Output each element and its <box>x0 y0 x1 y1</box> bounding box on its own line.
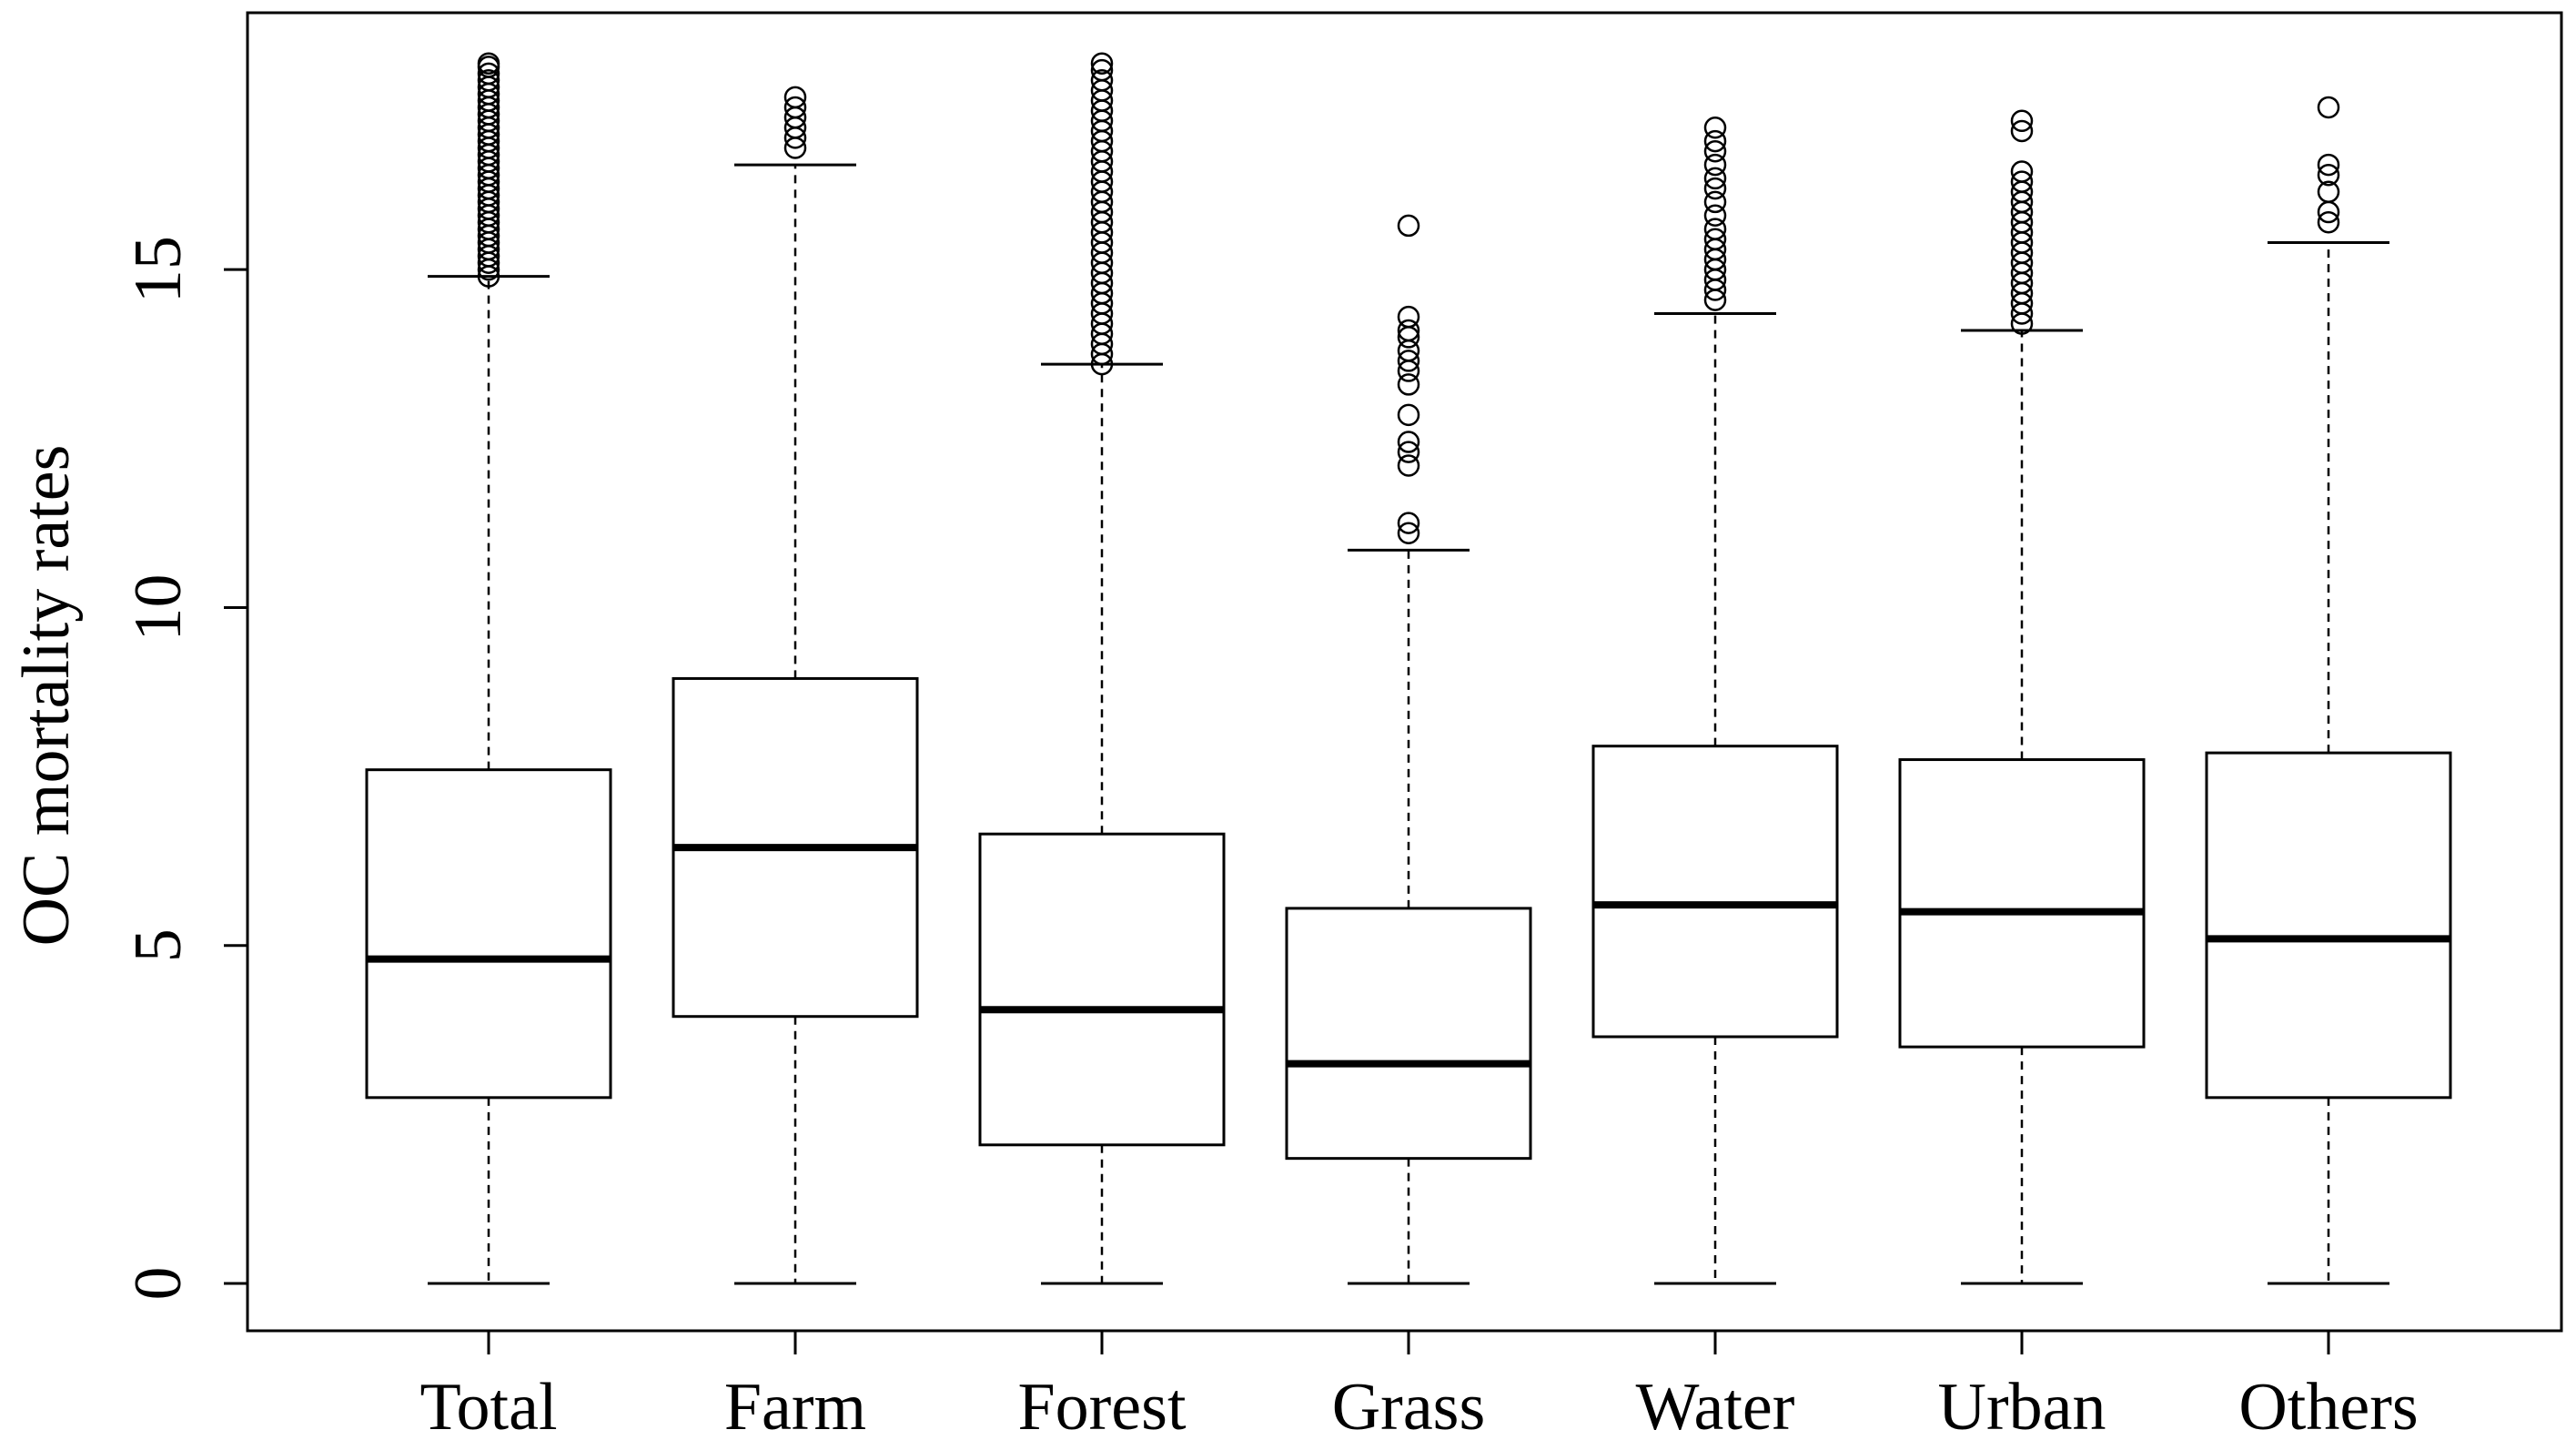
x-tick-label: Grass <box>1332 1370 1486 1440</box>
outlier-point <box>1703 116 1727 139</box>
outlier-point <box>1703 204 1727 228</box>
outlier-point <box>2317 153 2340 177</box>
box-others <box>2205 96 2452 1285</box>
y-tick-label: 5 <box>121 928 196 962</box>
outlier-point <box>2010 160 2034 183</box>
outlier-point <box>1397 305 1420 329</box>
outlier-point <box>1397 512 1420 534</box>
x-tick-label: Forest <box>1018 1370 1187 1440</box>
outlier-point <box>1397 319 1420 342</box>
outlier-point <box>1703 190 1727 214</box>
outlier-point <box>2317 180 2340 204</box>
y-tick-label: 0 <box>121 1267 196 1301</box>
x-tick-label: Total <box>420 1370 558 1440</box>
iqr-box <box>978 832 1226 1147</box>
outlier-point <box>477 69 500 92</box>
box-total <box>365 52 612 1285</box>
outlier-point <box>1703 153 1727 177</box>
x-tick-label: Urban <box>1938 1370 2106 1440</box>
box-urban <box>1898 109 2146 1285</box>
outlier-point <box>2010 119 2034 143</box>
outlier-point <box>1397 403 1420 427</box>
y-axis: 0 5 10 15 <box>121 236 249 1301</box>
y-axis-label: OC mortality rates <box>9 445 84 947</box>
outlier-point <box>1703 228 1727 251</box>
iqr-box <box>365 768 612 1100</box>
outlier-point <box>2317 96 2340 119</box>
outlier-point <box>1397 441 1420 463</box>
boxes <box>365 52 2452 1285</box>
outlier-point <box>1090 58 1114 82</box>
outlier-point <box>2317 210 2340 234</box>
outlier-point <box>1703 129 1727 153</box>
outlier-point <box>1397 350 1420 372</box>
x-axis: Total Farm Forest Grass Water Urban Others <box>420 1329 2419 1440</box>
outlier-point <box>2010 109 2034 133</box>
x-tick-label: Water <box>1636 1370 1795 1440</box>
outlier-point <box>1090 52 1114 75</box>
outlier-point <box>783 86 807 109</box>
box-water <box>1591 116 1839 1285</box>
outlier-point <box>1703 218 1727 240</box>
x-tick-label: Others <box>2238 1370 2418 1440</box>
outlier-point <box>1703 177 1727 200</box>
iqr-box <box>1591 745 1839 1039</box>
outlier-point <box>1397 522 1420 545</box>
outlier-point <box>477 52 500 75</box>
outlier-point <box>1397 373 1420 396</box>
outlier-point <box>1090 69 1114 92</box>
box-grass <box>1285 214 1532 1285</box>
box-forest <box>978 52 1226 1285</box>
outlier-point <box>1397 431 1420 453</box>
y-tick-label: 10 <box>121 573 196 641</box>
x-tick-label: Farm <box>724 1370 866 1440</box>
iqr-box <box>1285 907 1532 1161</box>
outlier-point <box>2317 163 2340 187</box>
y-tick-label: 15 <box>121 236 196 303</box>
outlier-point <box>1703 167 1727 190</box>
outlier-point <box>1397 454 1420 477</box>
outlier-point <box>783 96 807 119</box>
iqr-box <box>2205 751 2452 1100</box>
outlier-point <box>477 62 500 86</box>
box-farm <box>672 86 919 1285</box>
outlier-point <box>1703 139 1727 163</box>
iqr-box <box>1898 758 2146 1049</box>
outlier-point <box>2010 170 2034 193</box>
outlier-point <box>1397 214 1420 238</box>
